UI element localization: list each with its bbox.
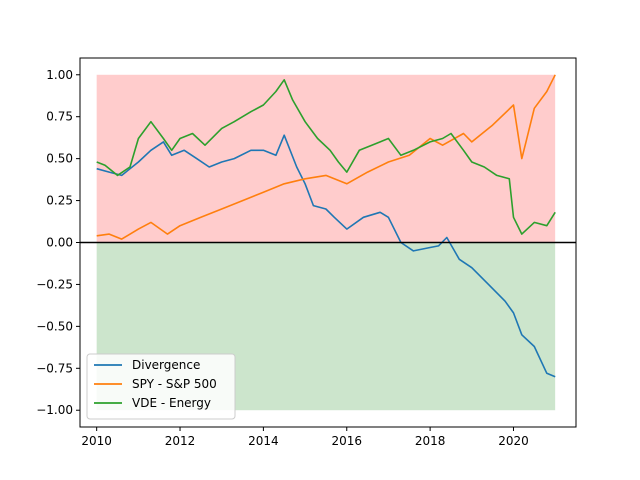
y-tick-label: 0.75 <box>46 110 73 124</box>
y-tick-label: 0.50 <box>46 152 73 166</box>
x-tick-label: 2014 <box>248 434 279 448</box>
x-tick-label: 2010 <box>81 434 112 448</box>
x-tick-label: 2018 <box>415 434 446 448</box>
x-tick-label: 2012 <box>165 434 196 448</box>
legend: Divergence SPY - S&P 500 VDE - Energy <box>86 353 236 420</box>
series-lines <box>96 74 556 378</box>
band-0 <box>96 74 556 243</box>
legend-label-1: SPY - S&P 500 <box>132 377 217 391</box>
series-line-0 <box>96 134 556 378</box>
y-tick-label: −0.50 <box>36 319 73 333</box>
x-tick-label: 2016 <box>331 434 362 448</box>
y-axis: 1.00 0.75 0.50 0.25 0.00 −0.25 −0.50 −0.75 −1.00 <box>36 68 80 417</box>
y-tick-label: 0.25 <box>46 194 73 208</box>
bands <box>96 74 556 411</box>
y-tick-label: 1.00 <box>46 68 73 82</box>
x-tick-label: 2020 <box>498 434 529 448</box>
series-line-2 <box>96 79 556 235</box>
legend-label-0: Divergence <box>132 358 200 372</box>
y-tick-label: −1.00 <box>36 403 73 417</box>
x-axis: 2010 2012 2014 2016 2018 2020 <box>81 427 529 448</box>
y-tick-label: −0.75 <box>36 361 73 375</box>
series-line-1 <box>96 74 556 240</box>
legend-label-2: VDE - Energy <box>132 396 211 410</box>
y-tick-label: 0.00 <box>46 236 73 250</box>
legend-box <box>86 353 236 420</box>
y-tick-label: −0.25 <box>36 277 73 291</box>
